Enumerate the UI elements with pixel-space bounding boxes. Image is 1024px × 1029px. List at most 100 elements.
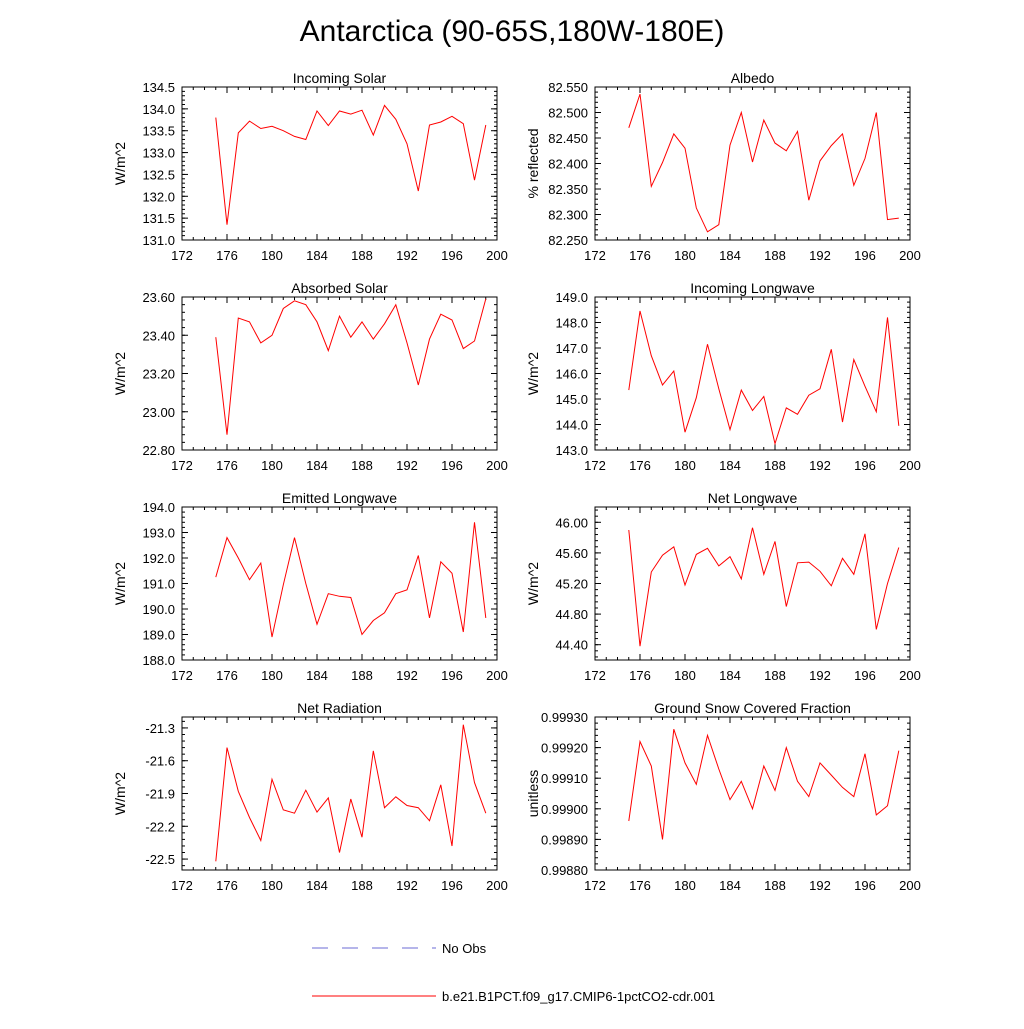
x-tick-label: 176	[216, 458, 238, 473]
series-line	[215, 522, 487, 638]
y-tick-label: 134.5	[142, 80, 175, 95]
y-tick-label: 45.20	[555, 577, 588, 592]
x-tick-label: 180	[674, 458, 696, 473]
y-tick-label: 132.5	[142, 167, 175, 182]
x-tick-label: 184	[719, 248, 741, 263]
y-tick-label: 0.99890	[541, 832, 588, 847]
x-tick-label: 196	[854, 668, 876, 683]
y-tick-label: -22.5	[145, 852, 175, 867]
x-tick-label: 184	[719, 668, 741, 683]
panel-title: Absorbed Solar	[291, 280, 388, 296]
x-tick-label: 196	[854, 458, 876, 473]
y-tick-label: 145.0	[555, 392, 588, 407]
legend: No Obs b.e21.B1PCT.f09_g17.CMIP6-1pctCO2…	[312, 941, 715, 1004]
y-tick-label: 189.0	[142, 628, 175, 643]
x-tick-label: 196	[441, 248, 463, 263]
y-tick-label: 143.0	[555, 443, 588, 458]
y-tick-label: 147.0	[555, 341, 588, 356]
x-tick-label: 196	[854, 878, 876, 893]
x-tick-label: 184	[306, 878, 328, 893]
series-line	[628, 310, 900, 446]
x-tick-label: 200	[899, 878, 921, 893]
y-tick-label: 133.0	[142, 146, 175, 161]
y-tick-label: 131.0	[142, 233, 175, 248]
y-tick-label: 82.500	[548, 106, 588, 121]
panel-6: Net Longwave W/m^2 172 176 180 184 188 192 196 20…	[525, 490, 921, 683]
y-tick-label: -21.9	[145, 787, 175, 802]
y-tick-label: 149.0	[555, 290, 588, 305]
x-tick-label: 172	[584, 248, 606, 263]
y-tick-label: 82.250	[548, 233, 588, 248]
y-tick-label: 23.60	[142, 290, 175, 305]
x-tick-label: 192	[396, 458, 418, 473]
y-tick-label: 193.0	[142, 526, 175, 541]
panel-8: Ground Snow Covered Fraction unitless 172 1…	[525, 700, 921, 893]
y-tick-label: 44.80	[555, 607, 588, 622]
x-tick-label: 180	[261, 458, 283, 473]
y-tick-label: 194.0	[142, 500, 175, 515]
y-tick-label: 45.60	[555, 546, 588, 561]
x-tick-label: 192	[809, 248, 831, 263]
x-tick-label: 180	[674, 248, 696, 263]
x-tick-label: 176	[629, 878, 651, 893]
x-tick-label: 188	[764, 878, 786, 893]
y-axis-label: W/m^2	[112, 352, 128, 395]
panel-3: Absorbed Solar W/m^2 172 176 180 184 188 192 196…	[112, 280, 508, 473]
y-tick-label: 134.0	[142, 102, 175, 117]
x-tick-label: 172	[584, 458, 606, 473]
x-tick-label: 200	[899, 458, 921, 473]
x-tick-label: 188	[764, 248, 786, 263]
x-tick-label: 172	[171, 668, 193, 683]
y-tick-label: 146.0	[555, 367, 588, 382]
series-line	[215, 724, 487, 862]
x-tick-label: 184	[306, 248, 328, 263]
y-axis-label: W/m^2	[525, 352, 541, 395]
y-tick-label: -22.2	[145, 819, 175, 834]
y-tick-label: 0.99880	[541, 863, 588, 878]
x-tick-label: 192	[809, 458, 831, 473]
y-tick-label: 0.99930	[541, 710, 588, 725]
x-tick-label: 180	[261, 248, 283, 263]
x-tick-label: 192	[396, 878, 418, 893]
plot-frame	[181, 296, 498, 451]
figure-title: Antarctica (90-65S,180W-180E)	[300, 15, 725, 48]
y-tick-label: -21.3	[145, 721, 175, 736]
y-tick-label: 46.00	[555, 515, 588, 530]
x-tick-label: 196	[441, 458, 463, 473]
series-line	[215, 298, 487, 435]
x-tick-label: 180	[674, 668, 696, 683]
panel-title: Net Radiation	[297, 700, 382, 716]
y-tick-label: 0.99910	[541, 771, 588, 786]
x-tick-label: 188	[351, 458, 373, 473]
y-tick-label: 148.0	[555, 316, 588, 331]
plot-frame	[594, 716, 911, 871]
y-tick-label: 82.400	[548, 157, 588, 172]
x-tick-label: 200	[486, 248, 508, 263]
y-tick-label: 132.0	[142, 189, 175, 204]
y-tick-label: 82.300	[548, 208, 588, 223]
series-line	[215, 104, 487, 225]
panel-title: Ground Snow Covered Fraction	[654, 700, 851, 716]
panels: Incoming Solar W/m^2 172 176 180 184 188 192 196…	[112, 70, 921, 893]
panel-4: Incoming Longwave W/m^2 172 176 180 184 188 192…	[525, 280, 921, 473]
y-tick-label: 131.5	[142, 211, 175, 226]
y-axis-label: W/m^2	[112, 142, 128, 185]
x-tick-label: 184	[719, 878, 741, 893]
series-line	[628, 729, 900, 840]
x-tick-label: 192	[396, 248, 418, 263]
y-tick-label: 23.00	[142, 405, 175, 420]
y-tick-label: 0.99900	[541, 802, 588, 817]
plot-frame	[181, 716, 498, 871]
x-tick-label: 196	[441, 878, 463, 893]
x-tick-label: 200	[486, 878, 508, 893]
x-tick-label: 172	[584, 668, 606, 683]
panel-title: Incoming Solar	[293, 70, 387, 86]
x-tick-label: 172	[584, 878, 606, 893]
x-tick-label: 196	[854, 248, 876, 263]
series-line	[628, 93, 899, 233]
y-tick-label: 82.550	[548, 80, 588, 95]
x-tick-label: 200	[486, 668, 508, 683]
series-line	[628, 527, 900, 647]
